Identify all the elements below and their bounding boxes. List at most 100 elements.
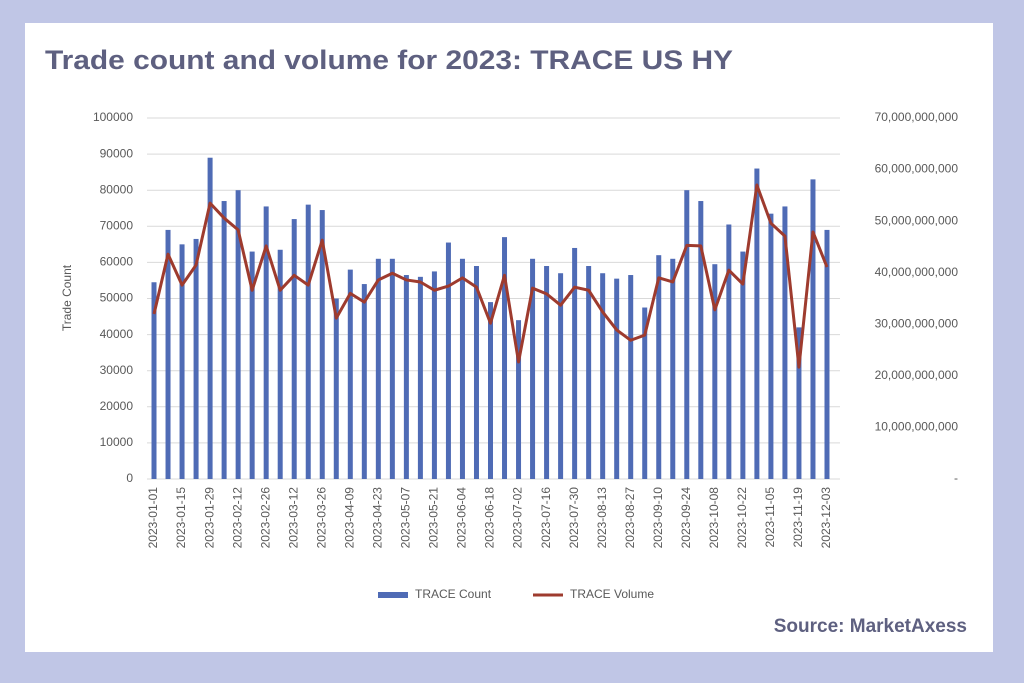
legend-label: TRACE Volume bbox=[570, 587, 654, 601]
legend-label: TRACE Count bbox=[415, 587, 492, 601]
bar bbox=[628, 275, 634, 479]
x-tick-label: 2023-11-05 bbox=[763, 487, 777, 548]
x-tick-label: 2023-03-26 bbox=[314, 487, 328, 549]
bar bbox=[670, 258, 676, 479]
bar bbox=[824, 229, 830, 479]
bar bbox=[698, 201, 704, 479]
y-tick-label: 70000 bbox=[100, 218, 134, 232]
bar bbox=[726, 224, 732, 479]
bar bbox=[319, 210, 325, 479]
y-tick-label: 40000 bbox=[100, 327, 134, 341]
y2-tick-label: 40,000,000,000 bbox=[875, 265, 959, 279]
x-tick-label: 2023-09-24 bbox=[679, 487, 693, 549]
line bbox=[152, 183, 829, 369]
y-tick-label: 10000 bbox=[100, 435, 134, 449]
legend-swatch bbox=[378, 592, 408, 598]
y-tick-label: 90000 bbox=[100, 146, 134, 160]
x-tick-label: 2023-02-26 bbox=[258, 487, 272, 549]
x-tick-label: 2023-12-03 bbox=[819, 487, 833, 549]
bar bbox=[221, 201, 227, 479]
bar bbox=[445, 242, 451, 479]
x-tick-label: 2023-04-23 bbox=[371, 487, 385, 549]
bar bbox=[544, 266, 550, 479]
bar bbox=[614, 278, 620, 479]
bar bbox=[530, 258, 536, 479]
y-tick-label: 20000 bbox=[100, 399, 134, 413]
bar bbox=[572, 247, 578, 479]
bar bbox=[796, 327, 802, 479]
x-tick-label: 2023-05-07 bbox=[399, 487, 413, 549]
bar bbox=[235, 190, 241, 479]
bar bbox=[151, 282, 157, 479]
x-tick-label: 2023-01-15 bbox=[174, 487, 188, 549]
bar bbox=[712, 264, 718, 479]
bar bbox=[249, 251, 255, 479]
bar bbox=[305, 204, 311, 479]
y2-tick-label: - bbox=[954, 471, 958, 485]
x-tick-label: 2023-01-01 bbox=[146, 487, 160, 549]
bar bbox=[431, 271, 437, 479]
x-tick-label: 2023-06-04 bbox=[455, 487, 469, 549]
x-tick-label: 2023-07-16 bbox=[539, 487, 553, 549]
x-tick-label: 2023-03-12 bbox=[286, 487, 300, 549]
x-tick-label: 2023-10-08 bbox=[707, 487, 721, 549]
x-tick-label: 2023-09-10 bbox=[651, 487, 665, 549]
bar bbox=[291, 219, 297, 479]
x-tick-label: 2023-08-27 bbox=[623, 487, 637, 549]
bar bbox=[782, 206, 788, 479]
x-tick-label: 2023-01-29 bbox=[202, 487, 216, 549]
bar bbox=[207, 157, 213, 479]
x-tick-label: 2023-08-13 bbox=[595, 487, 609, 549]
bar bbox=[333, 298, 339, 479]
bar bbox=[488, 302, 493, 479]
bar bbox=[179, 244, 185, 479]
bar bbox=[684, 190, 690, 479]
bar bbox=[389, 258, 395, 479]
x-tick-label: 2023-07-02 bbox=[511, 487, 525, 549]
y2-tick-label: 20,000,000,000 bbox=[875, 368, 959, 382]
bar bbox=[473, 266, 479, 479]
y-tick-label: 0 bbox=[126, 471, 133, 485]
x-tick-label: 2023-02-12 bbox=[230, 487, 244, 549]
y2-tick-label: 50,000,000,000 bbox=[875, 213, 959, 227]
y-tick-label: 100000 bbox=[93, 110, 133, 124]
x-tick-label: 2023-06-18 bbox=[483, 487, 497, 549]
bar bbox=[263, 206, 269, 479]
bar bbox=[656, 255, 662, 479]
bar bbox=[516, 320, 522, 479]
bar bbox=[754, 168, 760, 480]
y2-tick-label: 60,000,000,000 bbox=[875, 162, 959, 176]
bar bbox=[403, 275, 409, 479]
bar bbox=[642, 307, 648, 479]
bar bbox=[600, 273, 606, 479]
y2-tick-label: 10,000,000,000 bbox=[875, 420, 959, 434]
bar bbox=[193, 238, 199, 479]
y-tick-label: 30000 bbox=[100, 363, 134, 377]
x-tick-label: 2023-10-22 bbox=[735, 487, 749, 549]
bar bbox=[361, 284, 367, 479]
x-tick-label: 2023-04-09 bbox=[342, 487, 356, 549]
y-tick-label: 60000 bbox=[100, 255, 134, 269]
bar bbox=[740, 251, 746, 479]
bar bbox=[586, 266, 592, 479]
bar bbox=[459, 258, 465, 479]
bar bbox=[417, 276, 423, 479]
x-tick-label: 2023-05-21 bbox=[427, 487, 441, 549]
bar bbox=[558, 273, 564, 479]
bar bbox=[347, 269, 353, 479]
bar bbox=[165, 229, 171, 479]
chart-title: Trade count and volume for 2023: TRACE U… bbox=[45, 45, 733, 75]
x-tick-label: 2023-07-30 bbox=[567, 487, 581, 549]
bar bbox=[277, 249, 283, 479]
y-tick-label: 50000 bbox=[100, 291, 134, 305]
source: Source: MarketAxess bbox=[774, 616, 967, 637]
y2-tick-label: 30,000,000,000 bbox=[875, 316, 959, 330]
bar bbox=[502, 237, 508, 479]
y-axis-label: Trade Count bbox=[60, 264, 74, 331]
y-tick-label: 80000 bbox=[100, 182, 134, 196]
bar bbox=[375, 258, 381, 479]
y2-tick-label: 70,000,000,000 bbox=[875, 110, 959, 124]
x-tick-label: 2023-11-19 bbox=[791, 487, 805, 548]
panel bbox=[25, 23, 993, 652]
